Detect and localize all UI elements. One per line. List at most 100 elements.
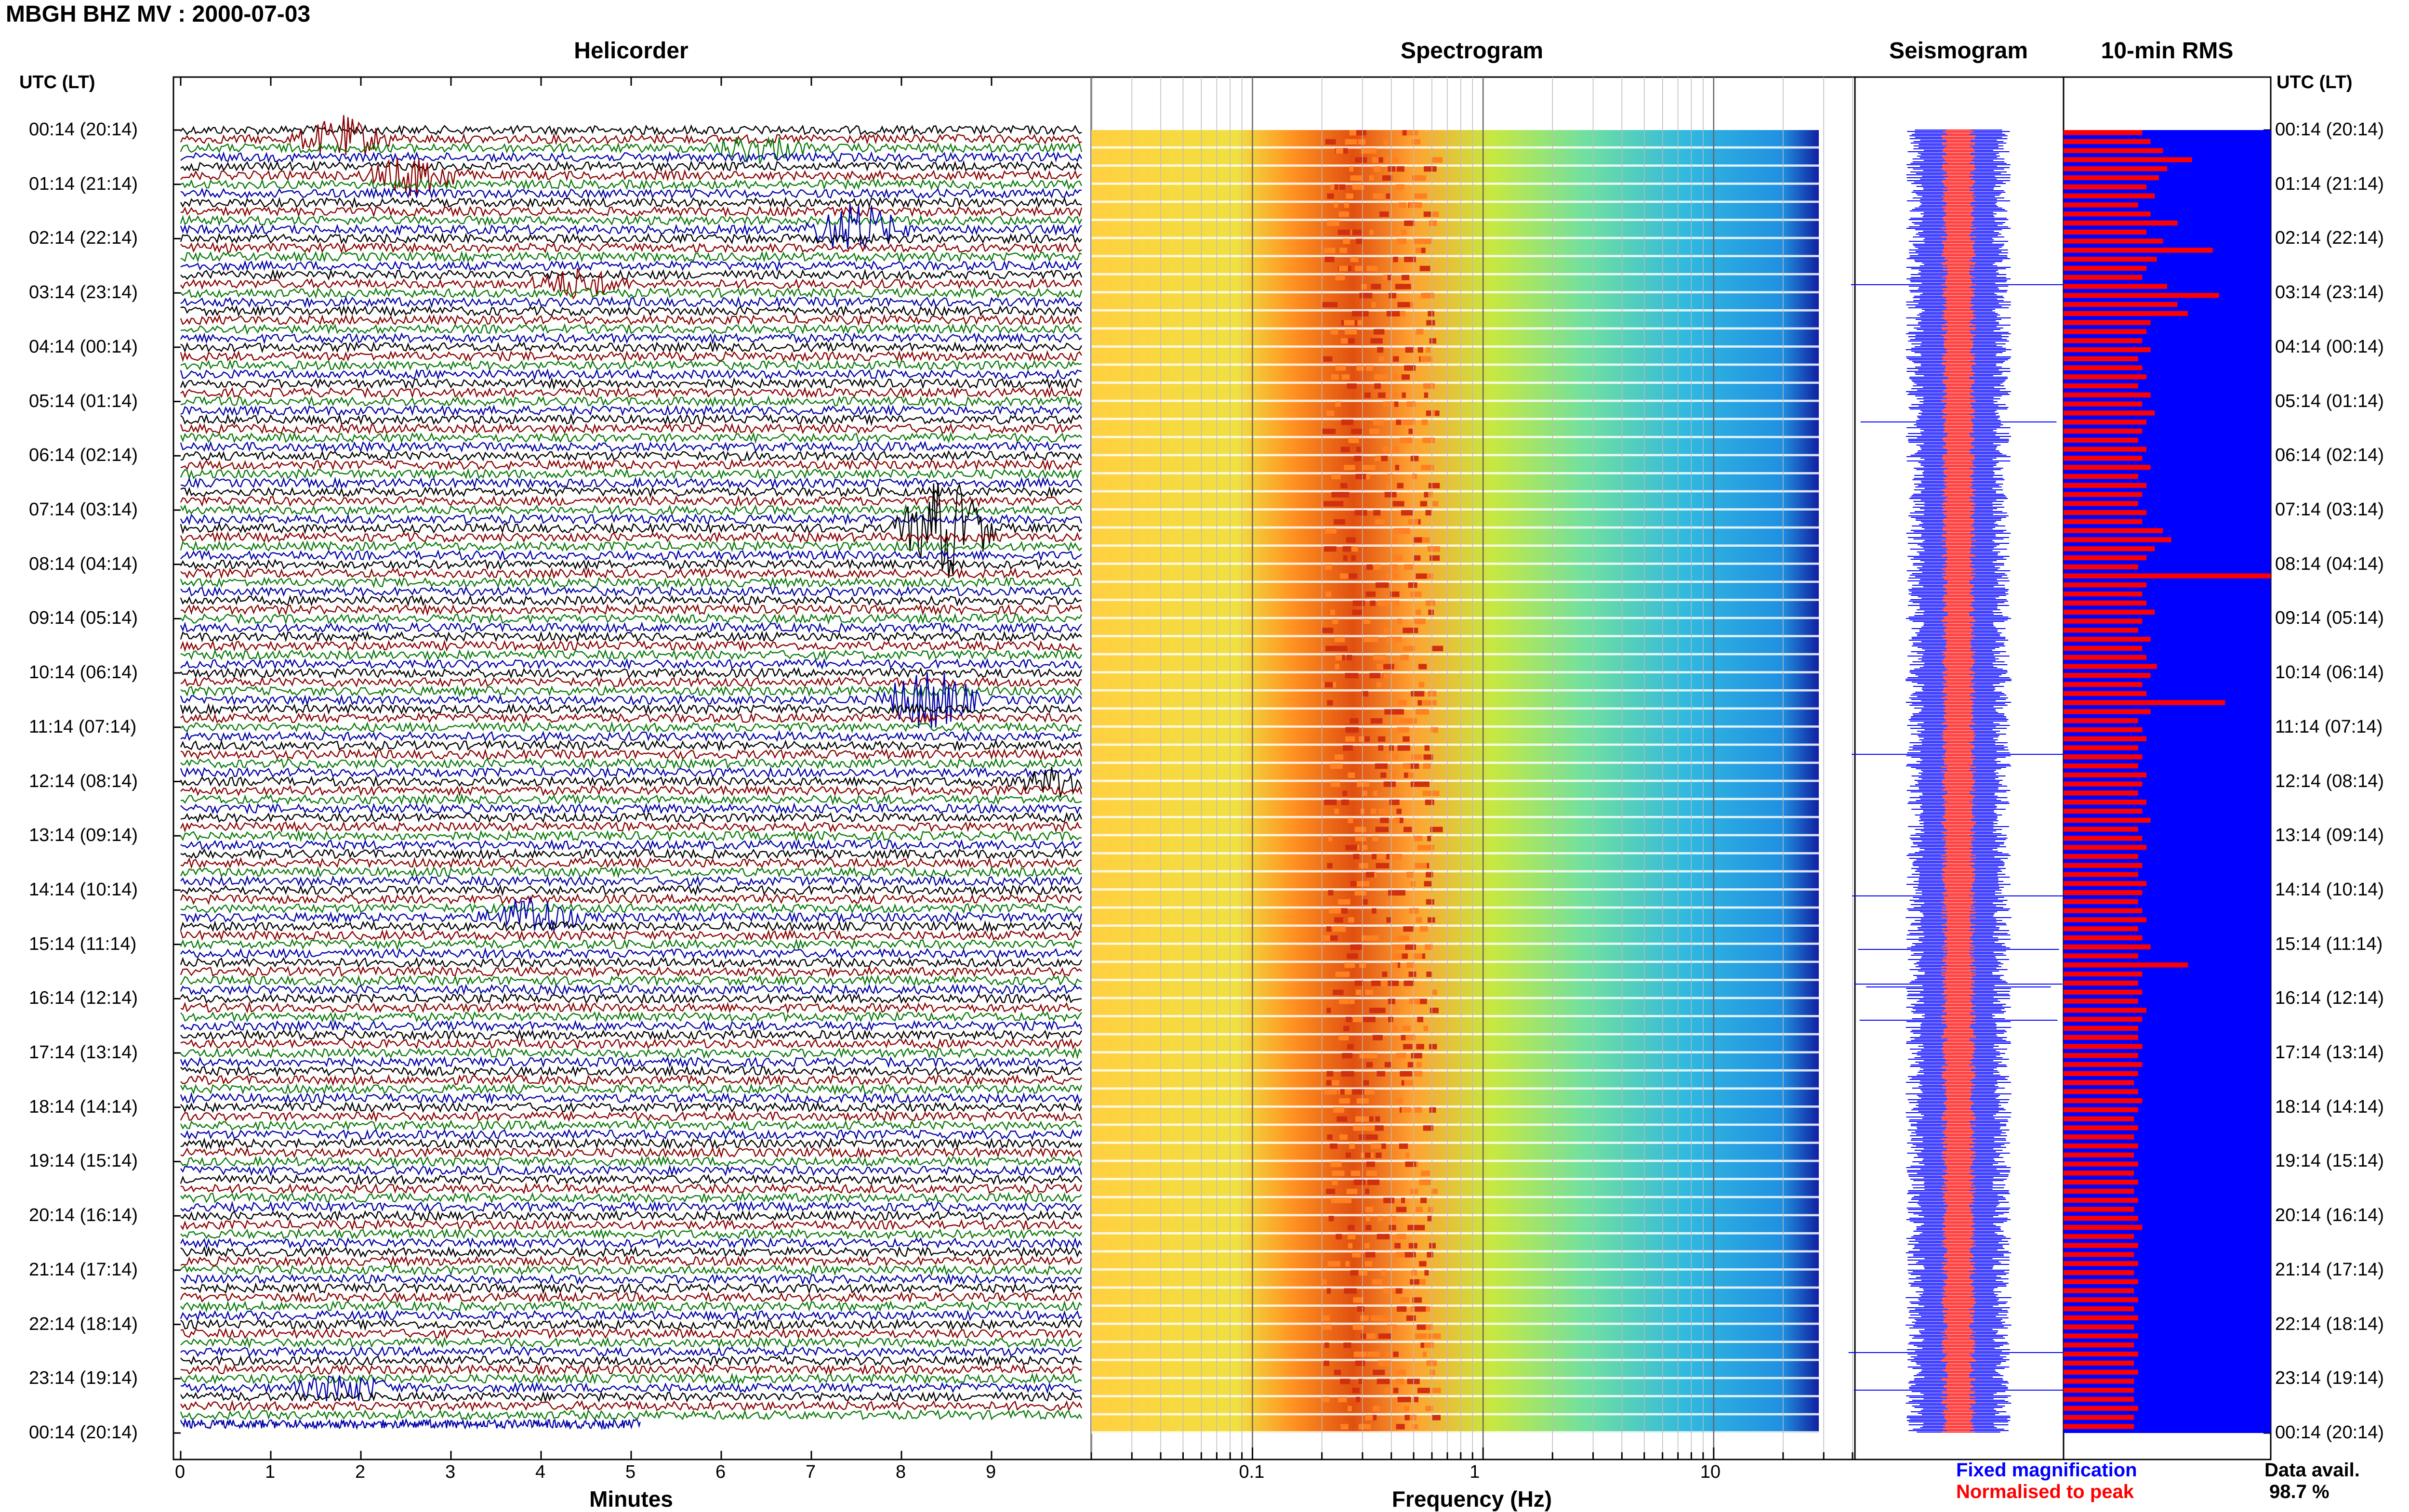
helicorder-trace <box>180 1354 1082 1367</box>
spectrogram-gap <box>1091 906 1819 909</box>
spectrogram-cell <box>1341 374 1350 380</box>
spectrogram-cell <box>1338 211 1343 217</box>
spectrogram-cell <box>1362 1016 1376 1023</box>
spectrogram-cell <box>1408 582 1413 588</box>
spectrogram-cell <box>1386 917 1391 923</box>
spectrogram-cell <box>1395 465 1400 471</box>
helicorder-trace <box>180 476 1082 489</box>
spectrogram-gap <box>1091 689 1819 692</box>
rms-normalised-bar <box>2064 528 2163 533</box>
spectrogram-cell <box>1352 609 1363 615</box>
rms-normalised-bar <box>2064 609 2155 615</box>
spectrogram-cell <box>1357 781 1370 787</box>
spectrogram-cell <box>1403 980 1415 986</box>
spectrogram-cell <box>1404 564 1414 570</box>
spectrogram-cell <box>1371 1143 1381 1149</box>
spectrogram-cell <box>1359 863 1369 868</box>
helicorder-trace <box>180 938 1082 951</box>
spectrogram-cell <box>1331 1197 1344 1203</box>
spectrogram-gap <box>1091 1123 1819 1126</box>
spectrogram-cell <box>1371 980 1381 986</box>
spectrogram-cell <box>1391 890 1401 896</box>
rms-normalised-bar <box>2064 564 2138 569</box>
spectrogram-cell <box>1399 1143 1408 1149</box>
seismogram-title: Seismogram <box>1889 38 2028 64</box>
spectrogram-cell <box>1374 564 1381 570</box>
spectrogram-cell <box>1324 800 1337 805</box>
helicorder-trace <box>180 1327 1083 1340</box>
rms-normalised-bar <box>2064 130 2143 135</box>
spectrogram-gap <box>1091 146 1819 149</box>
time-label-left: 02:14 (22:14) <box>29 228 138 249</box>
spectrogram-cell <box>1339 1134 1348 1140</box>
spectrogram-gap <box>1091 798 1819 801</box>
time-label-left: 18:14 (14:14) <box>29 1096 138 1117</box>
spectrogram-cell <box>1389 772 1396 778</box>
spectrogram-cell <box>1426 872 1433 878</box>
spectrogram-cell <box>1396 953 1408 959</box>
spectrogram-cell <box>1411 1053 1422 1059</box>
spectrogram-cell <box>1348 338 1355 344</box>
spectrogram-cell <box>1379 1234 1390 1240</box>
spectrogram-cell <box>1386 275 1391 280</box>
spectrogram-cell <box>1372 157 1379 163</box>
spectrogram-cell <box>1416 329 1424 335</box>
spectrogram-cell <box>1365 1224 1372 1231</box>
spectrogram-gap <box>1091 1413 1819 1416</box>
spectrogram-cell <box>1369 175 1374 181</box>
rms-normalised-bar <box>2064 1379 2134 1384</box>
rms-normalised-bar <box>2064 682 2143 687</box>
spectrogram-cell <box>1355 130 1366 136</box>
helicorder-trace <box>180 494 1083 507</box>
spectrogram-cell <box>1372 1279 1378 1285</box>
spectrogram-cell <box>1423 1026 1429 1031</box>
spectrogram-cell <box>1391 962 1398 968</box>
rms-normalised-bar <box>2064 754 2143 760</box>
spectrogram-cell <box>1327 220 1339 226</box>
rms-normalised-bar <box>2064 211 2151 217</box>
spectrogram-gap <box>1091 815 1819 818</box>
spectrogram-cell <box>1394 1243 1401 1249</box>
rms-normalised-bar <box>2064 727 2143 733</box>
helicorder-trace <box>180 1390 1082 1403</box>
spectrogram-cell <box>1355 1270 1368 1276</box>
spectrogram-cell <box>1396 1234 1406 1240</box>
helicorder-trace <box>180 1363 1082 1376</box>
spectrogram-cell <box>1388 447 1399 452</box>
spectrogram-cell <box>1395 284 1403 289</box>
spectrogram-cell <box>1407 302 1415 308</box>
spectrogram-cell <box>1383 781 1396 787</box>
spectrogram-cell <box>1403 736 1410 742</box>
spectrogram-cell <box>1363 618 1371 624</box>
spectrogram-cell <box>1345 673 1359 679</box>
spectrogram-cell <box>1365 872 1375 878</box>
helicorder-trace <box>180 812 1083 824</box>
rms-normalised-bar <box>2064 238 2163 244</box>
spectrogram-gap <box>1091 762 1819 764</box>
spectrogram-cell <box>1396 808 1402 815</box>
spectrogram-cell <box>1364 1152 1371 1158</box>
spectrogram-cell <box>1327 863 1333 868</box>
helicorder-trace <box>180 1038 1083 1051</box>
spectrogram-cell <box>1412 953 1422 959</box>
rms-normalised-bar <box>2064 573 2271 579</box>
spectrogram-cell <box>1408 519 1418 525</box>
spectrogram-cell <box>1364 1261 1373 1267</box>
spectrogram-cell <box>1410 781 1421 787</box>
helicorder-trace <box>180 203 1082 250</box>
time-label-right: 06:14 (02:14) <box>2275 445 2384 466</box>
spectrogram-cell <box>1373 790 1378 796</box>
helicorder-trace <box>180 839 1082 851</box>
spectrogram-cell <box>1356 365 1364 371</box>
helicorder-trace <box>180 1309 1082 1322</box>
spectrogram-cell <box>1406 763 1419 769</box>
spectrogram-cell <box>1383 673 1391 679</box>
spectrogram-cell <box>1404 1415 1410 1420</box>
helicorder-trace <box>180 151 1083 164</box>
spectrogram-gap <box>1091 454 1819 457</box>
spectrogram-cell <box>1424 1270 1429 1276</box>
spectrogram-cell <box>1335 401 1341 407</box>
spectrogram-cell <box>1335 655 1342 660</box>
rms-normalised-bar <box>2064 1197 2138 1203</box>
spectrogram-cell <box>1419 926 1428 932</box>
